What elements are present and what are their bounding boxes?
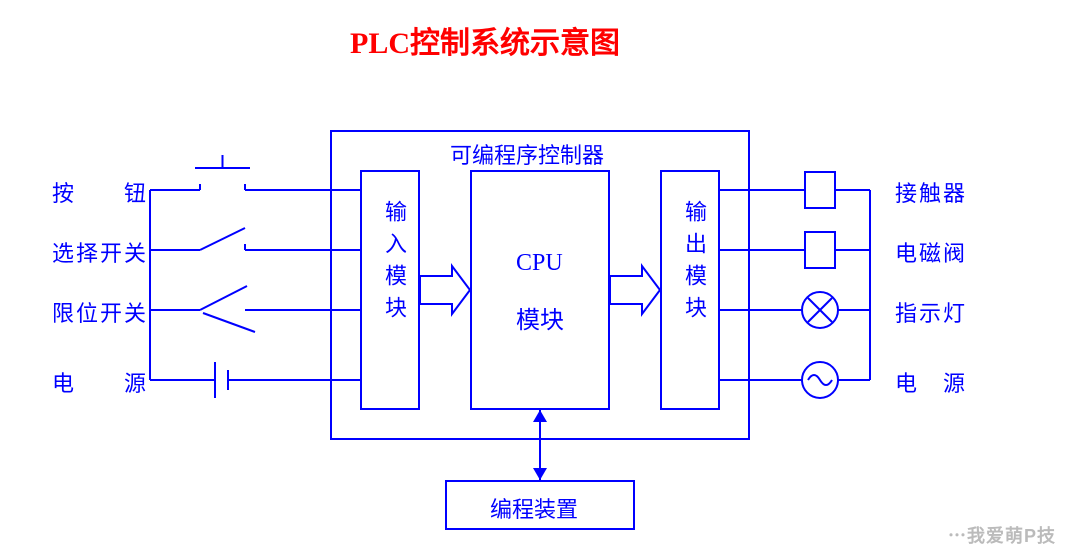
cpu-label-2: 模块 [516,300,564,335]
programming-device-label: 编程装置 [490,492,578,524]
diagram-canvas: PLC控制系统示意图 可编程序控制器 输入模块 CPU 模块 输出模块 编程装置… [0,0,1076,558]
cpu-module-box [470,170,610,410]
input-label-1: 选择开关 [52,236,148,268]
controller-label: 可编程序控制器 [450,138,604,170]
input-label-0: 按 钮 [52,176,148,208]
diagram-title: PLC控制系统示意图 [350,18,620,62]
input-label-2: 限位开关 [52,296,148,328]
input-module-label: 输入模块 [378,200,410,328]
cpu-label-1: CPU [516,250,563,277]
output-module-label: 输出模块 [678,200,710,328]
output-label-3: 电 源 [895,366,967,398]
output-label-1: 电磁阀 [895,236,967,268]
watermark-text: ⋯我爱萌P技 [948,522,1056,548]
input-label-3: 电 源 [52,366,148,398]
output-label-0: 接触器 [895,176,967,208]
output-label-2: 指示灯 [895,296,967,328]
